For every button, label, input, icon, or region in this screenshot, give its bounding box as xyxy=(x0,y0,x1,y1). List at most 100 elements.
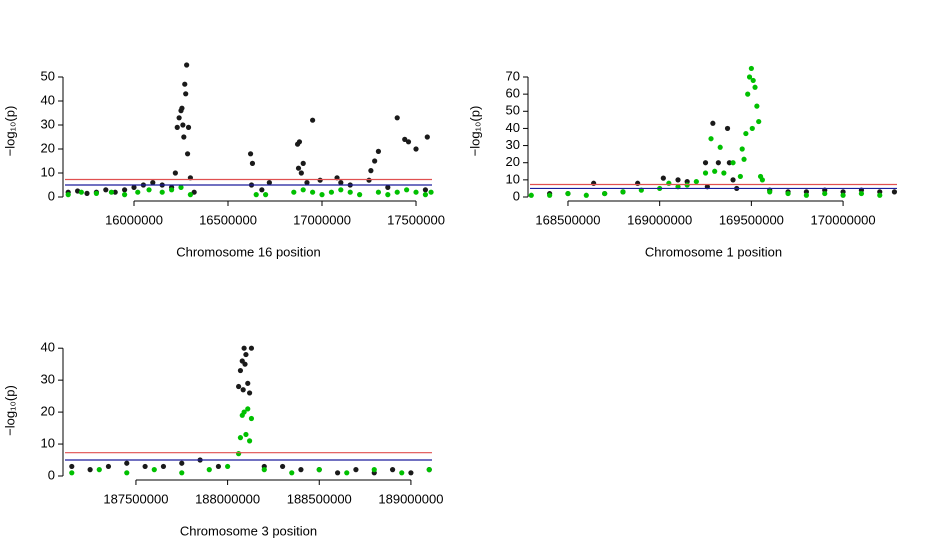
point xyxy=(328,189,335,195)
x-tick-label: 168500000 xyxy=(535,212,600,227)
point xyxy=(334,470,341,476)
panel: 0 10 20 30 40 50 60 70 168500000 169000000 1695000… xyxy=(467,65,898,259)
point xyxy=(172,170,178,176)
y-tick-label: 60 xyxy=(506,86,520,101)
point xyxy=(602,190,608,197)
point xyxy=(338,180,344,186)
point xyxy=(424,134,430,140)
point xyxy=(759,177,765,183)
point xyxy=(749,125,755,132)
point xyxy=(174,124,180,130)
point xyxy=(142,463,148,470)
point xyxy=(295,165,302,171)
point xyxy=(767,189,773,195)
point xyxy=(426,467,432,473)
point xyxy=(178,184,184,190)
point xyxy=(399,470,405,476)
x-tick-label: 16500000 xyxy=(199,212,257,227)
point xyxy=(746,74,753,80)
point xyxy=(248,345,255,351)
y-tick-label: 20 xyxy=(41,140,55,155)
point xyxy=(240,387,246,393)
point xyxy=(176,115,182,121)
y-tick-label: 10 xyxy=(41,435,55,450)
panel: 0 10 20 30 40 50 16000000 16500000 17000000 17500… xyxy=(2,62,445,259)
y-tick-label: 20 xyxy=(506,154,520,169)
point xyxy=(124,460,130,466)
point xyxy=(422,192,429,198)
point xyxy=(660,175,666,181)
panel: 0 10 20 30 40 187500000 188000000 188500000 1890… xyxy=(2,340,443,539)
point xyxy=(237,435,244,441)
point xyxy=(730,160,736,166)
point xyxy=(739,146,745,152)
point xyxy=(259,187,265,193)
point xyxy=(708,136,714,142)
point xyxy=(249,160,256,166)
x-tick-label: 169500000 xyxy=(719,212,784,227)
point xyxy=(108,189,115,195)
point xyxy=(741,156,747,162)
point xyxy=(180,122,186,128)
x-tick-label: 17500000 xyxy=(387,212,445,227)
point xyxy=(179,105,185,111)
point xyxy=(103,187,109,193)
point xyxy=(215,463,222,470)
point xyxy=(248,415,255,422)
point xyxy=(112,189,118,195)
x-tick-label: 189000000 xyxy=(378,491,443,506)
point xyxy=(261,467,267,473)
point xyxy=(279,463,286,470)
point xyxy=(179,470,185,476)
point xyxy=(620,189,626,195)
point xyxy=(124,470,130,476)
y-tick-label: 40 xyxy=(506,120,520,135)
point xyxy=(565,190,571,197)
point xyxy=(242,361,248,367)
point xyxy=(422,187,429,193)
point xyxy=(752,84,758,90)
point xyxy=(121,187,128,193)
point xyxy=(266,180,272,186)
x-tick-label: 170000000 xyxy=(811,212,876,227)
point xyxy=(591,180,597,186)
point xyxy=(78,189,84,195)
point xyxy=(737,173,743,180)
point xyxy=(710,120,716,126)
point xyxy=(394,189,400,195)
point xyxy=(666,180,672,186)
point xyxy=(715,160,721,166)
point xyxy=(169,187,175,193)
point xyxy=(385,184,391,190)
y-tick-label: 40 xyxy=(41,92,55,107)
x-tick-label: 188500000 xyxy=(287,491,352,506)
point xyxy=(191,189,197,195)
point xyxy=(236,383,242,390)
y-tick-label: 40 xyxy=(41,340,55,355)
point xyxy=(310,117,316,123)
x-tick-label: 188000000 xyxy=(195,491,260,506)
point xyxy=(93,190,99,196)
point xyxy=(245,380,251,386)
point xyxy=(146,187,152,193)
point xyxy=(547,192,553,198)
point xyxy=(87,467,93,473)
point xyxy=(151,467,157,473)
point xyxy=(408,470,414,476)
point xyxy=(754,103,760,109)
point xyxy=(344,470,350,476)
point xyxy=(635,180,641,186)
x-tick-label: 169000000 xyxy=(627,212,692,227)
point xyxy=(371,467,377,473)
y-tick-label: 30 xyxy=(41,372,55,387)
point xyxy=(304,180,310,186)
point xyxy=(183,91,189,97)
y-tick-label: 30 xyxy=(41,116,55,131)
point xyxy=(712,168,718,174)
point xyxy=(347,189,353,195)
y-tick-label: 30 xyxy=(506,137,520,152)
point xyxy=(247,151,254,157)
point xyxy=(702,160,709,166)
y-tick-label: 0 xyxy=(513,188,520,203)
x-axis-label: Chromosome 1 position xyxy=(645,244,782,259)
